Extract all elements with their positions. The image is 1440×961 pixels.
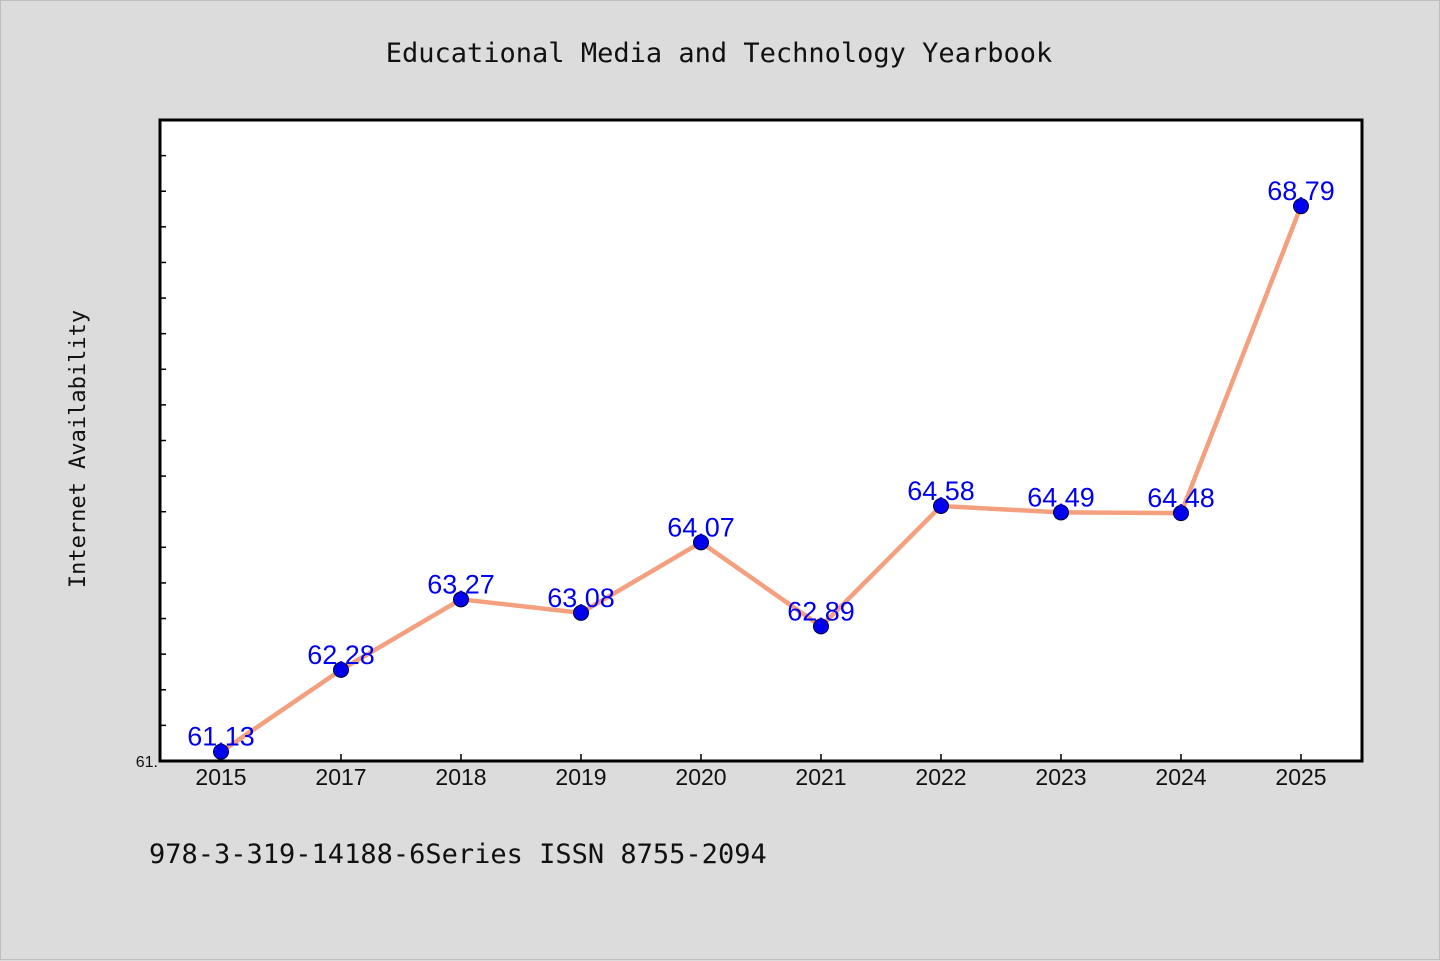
- data-labels: 61.13 62.28 63.27 63.08 64.07 62.89 64.58 64.49…: [187, 176, 1335, 752]
- data-point: [1053, 504, 1069, 521]
- data-label: 62.89: [787, 596, 855, 626]
- y-axis-label: Internet Availability: [66, 310, 91, 588]
- data-point: [213, 743, 229, 760]
- x-tick-label: 2020: [675, 764, 726, 790]
- data-label: 64.49: [1027, 482, 1095, 512]
- x-tick-label: 2019: [555, 764, 606, 790]
- x-tick-label: 2022: [915, 764, 966, 790]
- series-layer: [213, 198, 1309, 760]
- x-tick-label: 2015: [195, 764, 246, 790]
- data-point: [933, 498, 949, 515]
- data-label: 61.13: [187, 722, 255, 752]
- plot-area: [158, 118, 1364, 763]
- data-label: 64.07: [667, 512, 735, 542]
- data-label: 63.27: [427, 569, 495, 599]
- x-tick-label: 2018: [435, 764, 486, 790]
- data-point: [1293, 198, 1309, 215]
- x-tick-label: 2023: [1035, 764, 1086, 790]
- x-tick-label: 2024: [1155, 764, 1206, 790]
- data-point: [693, 534, 709, 551]
- chart-title: Educational Media and Technology Yearboo…: [386, 38, 1052, 69]
- data-point: [573, 604, 589, 621]
- data-point: [813, 618, 829, 635]
- x-axis-ticks: 2015 2017 2018 2019 2020 2021 2022 2023 2024 2025: [195, 754, 1327, 790]
- data-label: 63.08: [547, 583, 615, 613]
- data-label: 62.28: [307, 640, 375, 670]
- data-point: [453, 591, 469, 608]
- data-label: 68.79: [1267, 176, 1335, 206]
- data-label: 64.48: [1147, 483, 1215, 513]
- data-label: 64.58: [907, 476, 975, 506]
- data-point: [333, 661, 349, 678]
- series-line: [218, 203, 1304, 754]
- y-tick-label: 61.: [136, 754, 158, 771]
- x-tick-label: 2017: [315, 764, 366, 790]
- y-axis-ticks: 61.: [136, 119, 166, 771]
- footer-text: 978-3-319-14188-6Series ISSN 8755-2094: [149, 839, 767, 870]
- x-tick-label: 2021: [795, 764, 846, 790]
- x-tick-label: 2025: [1275, 764, 1326, 790]
- data-point: [1173, 505, 1189, 522]
